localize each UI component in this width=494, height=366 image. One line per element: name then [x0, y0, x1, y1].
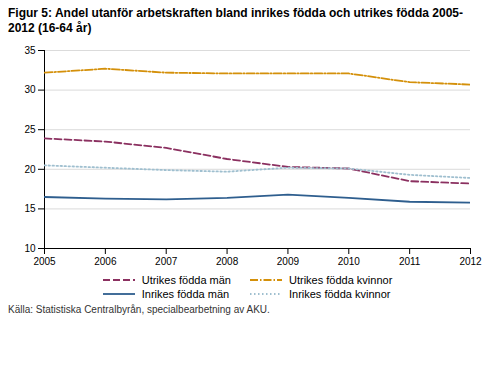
svg-text:25: 25 — [24, 124, 36, 135]
html-text:Utrikes födda kvinnor: Utrikes födda kvinnor — [289, 274, 393, 286]
html-text:Figur 5: Andel utanför arbetsk: Figur 5: Andel utanför arbetskraften bla… — [8, 6, 463, 35]
svg-text:15: 15 — [24, 203, 36, 214]
svg-text:2011: 2011 — [399, 256, 421, 267]
svg-text:2005: 2005 — [33, 256, 56, 267]
svg-text:20: 20 — [24, 164, 36, 175]
html-text:Källa: Statistiska Centralbyrå: Källa: Statistiska Centralbyrån, special… — [8, 304, 270, 315]
html-text:Utrikes födda män: Utrikes födda män — [141, 274, 231, 286]
svg-text:2009: 2009 — [277, 256, 300, 267]
html-text:Inrikes födda män: Inrikes födda män — [141, 288, 230, 300]
html-text:Inrikes födda kvinnor: Inrikes födda kvinnor — [289, 288, 391, 300]
svg-text:2008: 2008 — [216, 256, 239, 267]
svg-text:35: 35 — [24, 45, 36, 56]
svg-text:2012: 2012 — [459, 256, 482, 267]
svg-text:30: 30 — [24, 84, 36, 95]
svg-text:10: 10 — [24, 243, 36, 254]
svg-text:2010: 2010 — [338, 256, 361, 267]
svg-text:2006: 2006 — [94, 256, 117, 267]
svg-text:2007: 2007 — [155, 256, 178, 267]
